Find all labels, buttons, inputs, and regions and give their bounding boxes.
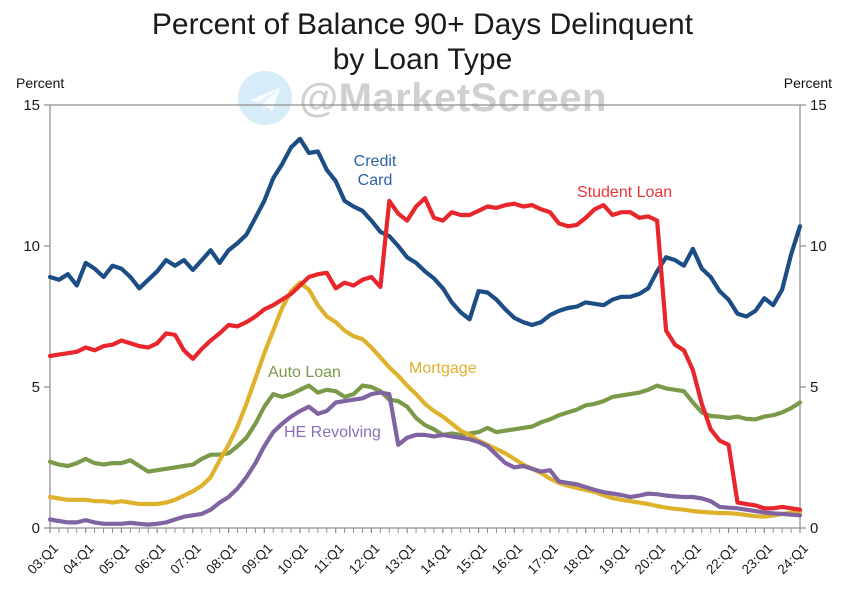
x-tick-label: 12:Q1 [346, 541, 383, 578]
x-tick-label: 21:Q1 [667, 541, 704, 578]
x-tick-label: 18:Q1 [560, 541, 597, 578]
y-axis-unit-right: Percent [783, 75, 832, 91]
x-tick-label: 16:Q1 [489, 541, 526, 578]
y-tick-label-left: 15 [23, 97, 40, 114]
y-axis-unit-left: Percent [16, 75, 65, 91]
x-tick-label: 05:Q1 [96, 541, 133, 578]
series-label-mortgage: Mortgage [409, 360, 477, 377]
series-label-credit-card: Credit Card [353, 153, 397, 190]
series-line-he-revolving [47, 390, 803, 527]
y-tick-label-left: 0 [32, 520, 40, 537]
x-tick-label: 10:Q1 [275, 541, 312, 578]
series-label-he-revolving: HE Revolving [284, 424, 381, 441]
y-tick-label-left: 10 [23, 238, 40, 255]
series-line-credit-card [47, 136, 803, 328]
y-tick-label-right: 5 [810, 379, 818, 396]
x-tick-label: 23:Q1 [739, 541, 776, 578]
x-tick-label: 22:Q1 [703, 541, 740, 578]
series-line-auto-loan [47, 383, 803, 474]
chart-title: Percent of Balance 90+ Days Delinquent b… [0, 8, 845, 77]
x-tick-label: 09:Q1 [239, 541, 276, 578]
x-tick-label: 14:Q1 [417, 541, 454, 578]
y-tick-label-right: 15 [810, 97, 827, 114]
y-tick-label-left: 5 [32, 379, 40, 396]
series-label-auto-loan: Auto Loan [268, 364, 341, 381]
x-tick-label: 24:Q1 [775, 541, 812, 578]
x-tick-label: 17:Q1 [525, 541, 562, 578]
x-tick-label: 19:Q1 [596, 541, 633, 578]
x-tick-label: 04:Q1 [60, 541, 97, 578]
series-line-student-loan [47, 196, 803, 512]
series-label-student-loan: Student Loan [577, 184, 673, 201]
y-tick-label-right: 10 [810, 238, 827, 255]
y-tick-label-right: 0 [810, 520, 818, 537]
x-tick-label: 07:Q1 [167, 541, 204, 578]
x-tick-label: 08:Q1 [203, 541, 240, 578]
chart-title-line1: Percent of Balance 90+ Days Delinquent [151, 8, 694, 41]
x-tick-label: 11:Q1 [311, 541, 347, 577]
chart-title-line2: by Loan Type [332, 42, 513, 76]
x-tick-label: 13:Q1 [382, 541, 419, 578]
x-tick-label: 20:Q1 [632, 541, 669, 578]
x-tick-label: 15:Q1 [453, 541, 490, 578]
plot-border [49, 104, 801, 529]
x-tick-label: 06:Q1 [132, 541, 169, 578]
x-tick-label: 03:Q1 [25, 541, 62, 578]
series-line-mortgage [47, 280, 803, 519]
